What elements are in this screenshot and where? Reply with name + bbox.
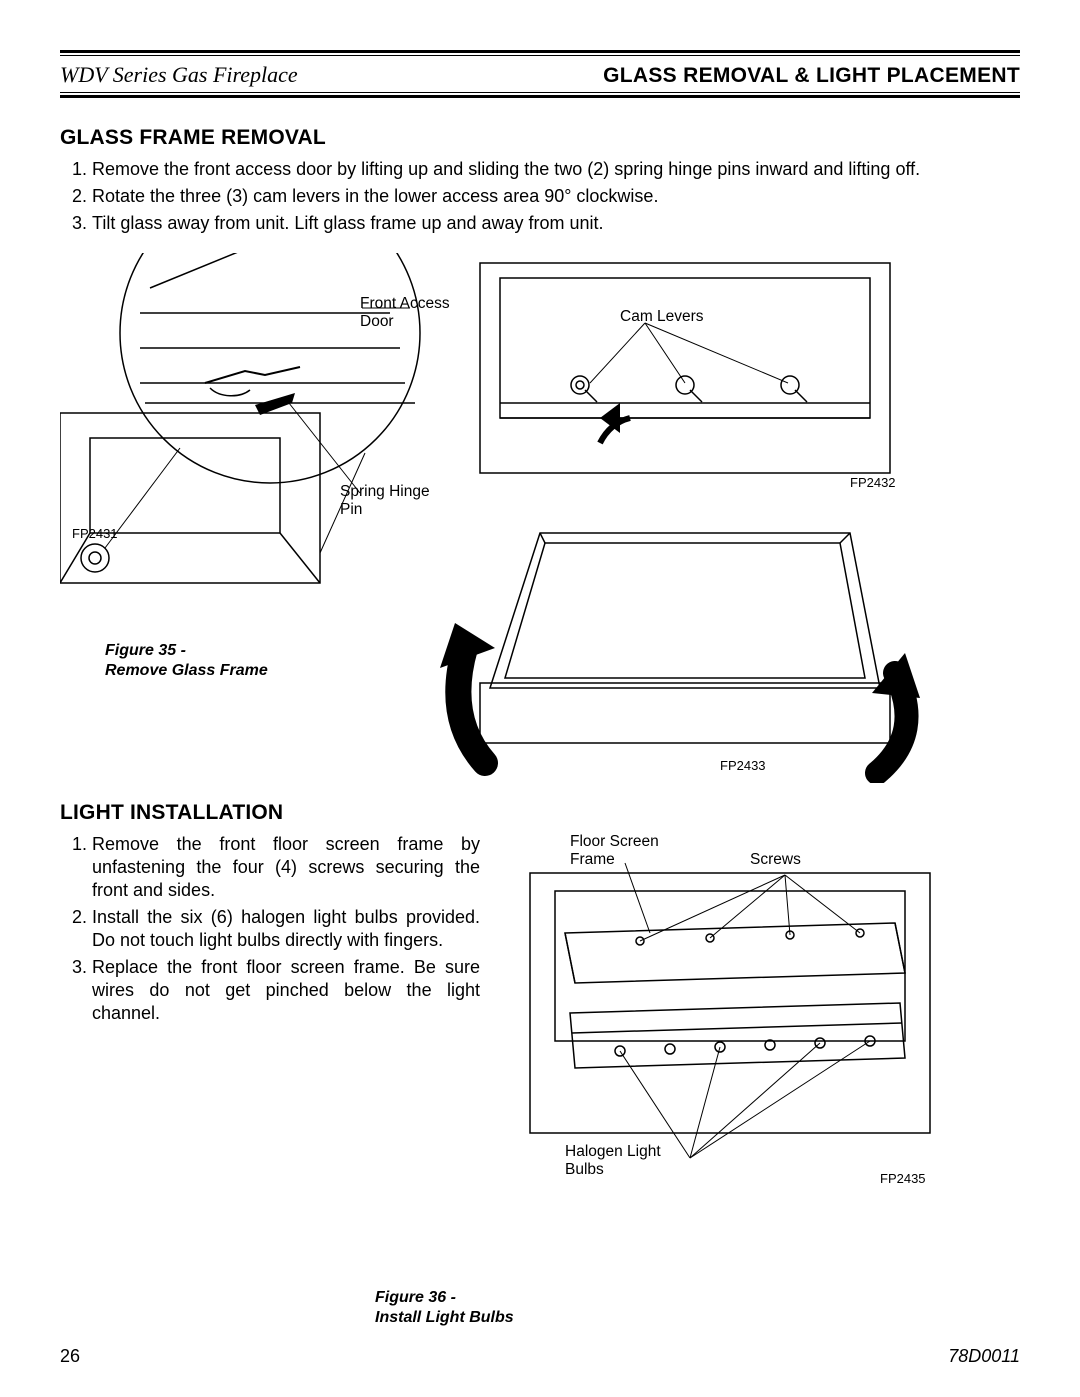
- figure-36-caption-line2: Install Light Bulbs: [375, 1308, 514, 1328]
- figure-35-diagram: Front Access Door Spring Hinge Pin Cam L…: [60, 253, 1020, 783]
- code-fp2435: FP2435: [880, 1171, 926, 1186]
- header-left-title: WDV Series Gas Fireplace: [60, 62, 298, 88]
- glass-step-3: Tilt glass away from unit. Lift glass fr…: [92, 212, 1020, 235]
- rule-top-thick: [60, 50, 1020, 53]
- section-glass-removal-heading: GLASS FRAME REMOVAL: [60, 126, 1020, 150]
- page-header: WDV Series Gas Fireplace GLASS REMOVAL &…: [60, 62, 1020, 88]
- rule-top-thin: [60, 55, 1020, 56]
- label-screws: Screws: [750, 851, 801, 869]
- light-step-1: Remove the front floor screen frame by u…: [92, 833, 480, 902]
- label-halogen-bulbs: Halogen Light Bulbs: [565, 1143, 661, 1179]
- light-step-2: Install the six (6) halogen light bulbs …: [92, 906, 480, 952]
- glass-step-2: Rotate the three (3) cam levers in the l…: [92, 185, 1020, 208]
- page-number: 26: [60, 1346, 80, 1367]
- code-fp2432: FP2432: [850, 475, 896, 490]
- light-install-steps: Remove the front floor screen frame by u…: [60, 833, 480, 1025]
- header-right-title: GLASS REMOVAL & LIGHT PLACEMENT: [603, 64, 1020, 88]
- code-fp2431: FP2431: [72, 526, 118, 541]
- glass-removal-steps: Remove the front access door by lifting …: [60, 158, 1020, 235]
- page-footer: 26 78D0011: [60, 1346, 1020, 1367]
- label-floor-screen-frame: Floor Screen Frame: [570, 833, 659, 869]
- light-step-3: Replace the front floor screen frame. Be…: [92, 956, 480, 1025]
- doc-code: 78D0011: [948, 1346, 1020, 1367]
- label-spring-hinge-pin: Spring Hinge Pin: [340, 483, 430, 519]
- label-front-access-door: Front Access Door: [360, 295, 450, 331]
- rule-under-thick: [60, 95, 1020, 98]
- glass-step-1: Remove the front access door by lifting …: [92, 158, 1020, 181]
- figure-35-caption-line2: Remove Glass Frame: [105, 661, 268, 681]
- section-light-installation-heading: LIGHT INSTALLATION: [60, 801, 1020, 825]
- label-cam-levers: Cam Levers: [620, 308, 704, 326]
- rule-under-thin: [60, 92, 1020, 93]
- figure-36-diagram: Floor Screen Frame Screws Halogen Light …: [510, 833, 1080, 1193]
- figure-36-caption-line1: Figure 36 -: [375, 1288, 514, 1308]
- figure-35-caption-line1: Figure 35 -: [105, 641, 186, 661]
- code-fp2433: FP2433: [720, 758, 766, 773]
